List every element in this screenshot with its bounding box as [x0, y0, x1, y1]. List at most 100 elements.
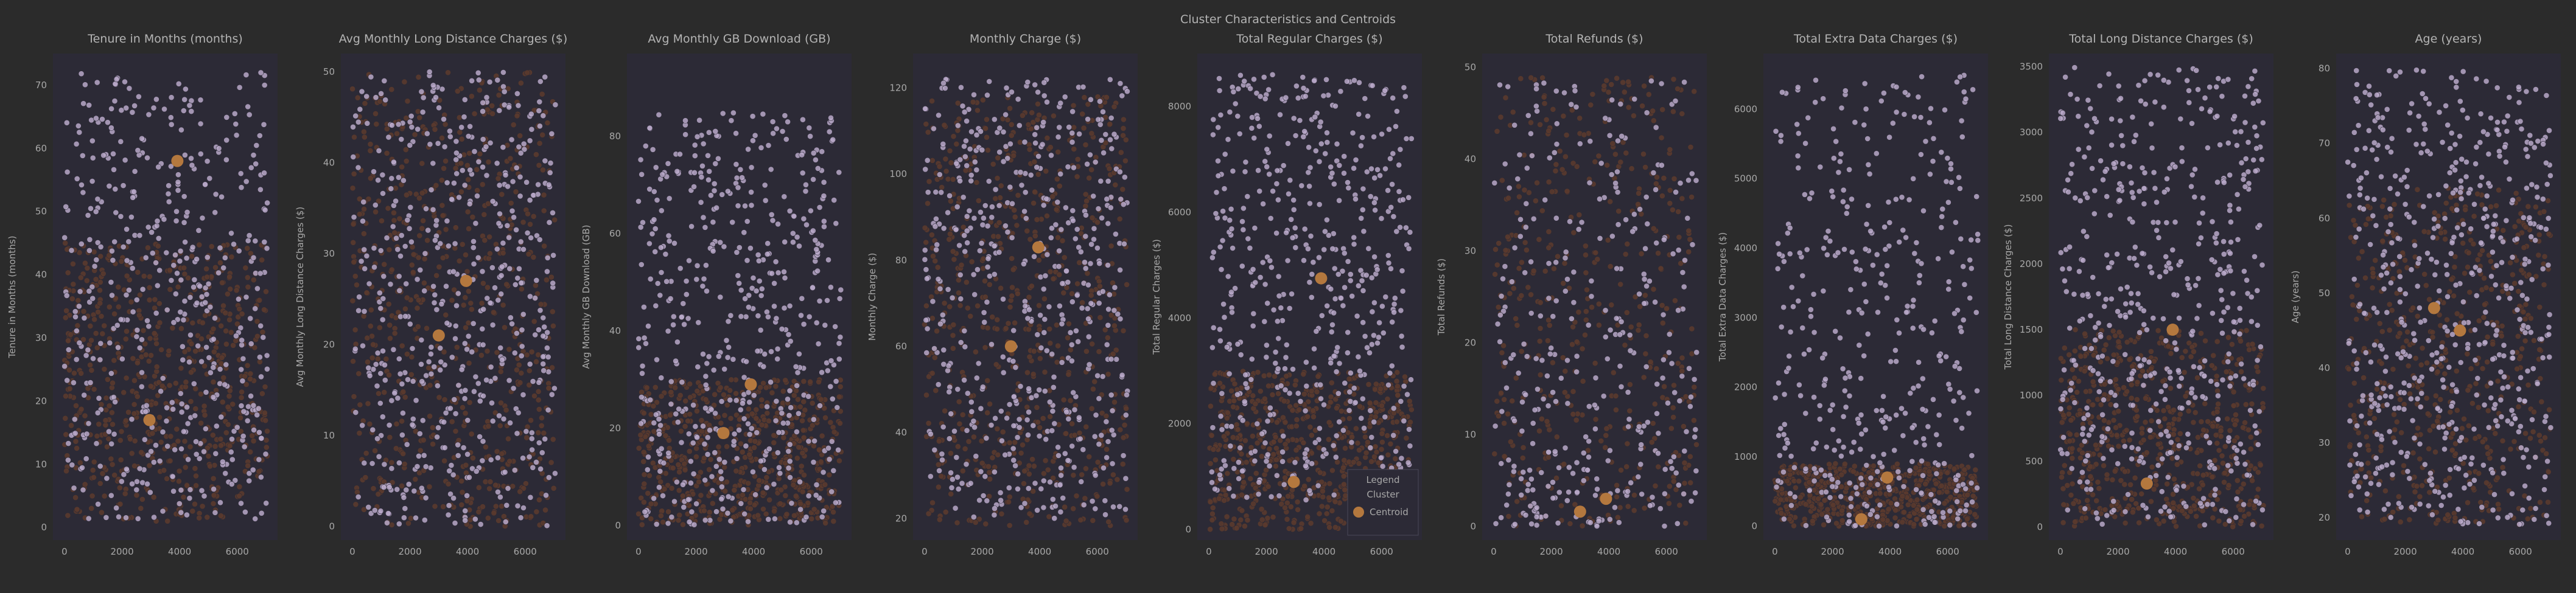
data-point-cluster-a	[460, 445, 467, 451]
data-point-cluster-a	[109, 292, 115, 299]
data-point-cluster-a	[1110, 504, 1116, 510]
data-point-cluster-b	[1326, 480, 1333, 487]
data-point-cluster-a	[219, 193, 225, 200]
data-point-cluster-b	[91, 459, 97, 465]
data-point-cluster-b	[477, 151, 483, 157]
data-point-cluster-b	[89, 493, 96, 499]
data-point-cluster-b	[91, 316, 97, 323]
data-point-cluster-b	[1307, 520, 1314, 527]
data-point-cluster-a	[1080, 502, 1087, 508]
data-point-cluster-b	[135, 269, 141, 276]
data-point-cluster-a	[480, 393, 486, 399]
data-point-cluster-b	[526, 367, 533, 374]
data-point-cluster-a	[153, 442, 159, 448]
data-point-cluster-a	[668, 378, 674, 385]
data-point-cluster-b	[484, 348, 491, 355]
data-point-cluster-b	[134, 394, 141, 400]
data-point-cluster-b	[62, 240, 69, 246]
data-point-cluster-a	[946, 435, 953, 442]
data-point-cluster-a	[243, 294, 250, 300]
data-point-cluster-b	[363, 450, 369, 457]
data-point-cluster-a	[1025, 485, 1032, 491]
data-point-cluster-a	[217, 380, 223, 387]
data-point-cluster-a	[964, 390, 971, 397]
data-point-cluster-b	[1084, 270, 1091, 277]
data-point-cluster-b	[1273, 445, 1279, 451]
data-point-cluster-b	[386, 372, 392, 378]
data-point-cluster-b	[1054, 176, 1060, 182]
data-point-cluster-a	[721, 366, 728, 372]
data-point-cluster-b	[169, 325, 176, 331]
data-point-cluster-a	[833, 220, 839, 227]
data-point-cluster-a	[191, 284, 197, 290]
y-tick-label: 60	[35, 143, 47, 154]
data-point-cluster-a	[736, 427, 742, 433]
data-point-cluster-a	[494, 160, 500, 167]
data-point-cluster-a	[922, 247, 928, 254]
data-point-cluster-b	[1035, 101, 1041, 107]
data-point-cluster-a	[372, 202, 379, 209]
data-point-cluster-a	[89, 295, 96, 302]
data-point-cluster-b	[244, 362, 251, 369]
data-point-cluster-b	[363, 290, 370, 296]
data-point-cluster-b	[979, 460, 985, 466]
data-point-cluster-b	[140, 327, 147, 334]
data-point-cluster-a	[252, 305, 259, 312]
data-point-cluster-a	[1087, 151, 1093, 158]
data-point-cluster-a	[699, 162, 705, 169]
data-point-cluster-a	[1101, 465, 1107, 471]
data-point-cluster-a	[1094, 372, 1101, 379]
data-point-cluster-a	[663, 278, 670, 285]
data-point-cluster-b	[175, 438, 181, 445]
data-point-cluster-a	[1044, 251, 1051, 258]
data-point-cluster-b	[1074, 173, 1080, 180]
data-point-cluster-a	[647, 276, 654, 282]
data-point-cluster-a	[156, 267, 163, 274]
data-point-cluster-a	[128, 416, 135, 423]
data-point-cluster-a	[1065, 164, 1071, 170]
data-point-cluster-b	[182, 464, 189, 471]
data-point-cluster-a	[480, 99, 486, 106]
centroid-marker	[717, 427, 730, 439]
data-point-cluster-a	[212, 191, 219, 198]
data-point-cluster-a	[971, 291, 978, 298]
data-point-cluster-a	[702, 405, 709, 411]
data-point-cluster-b	[1222, 492, 1229, 498]
data-point-cluster-a	[768, 379, 774, 386]
data-point-cluster-b	[1031, 348, 1037, 355]
data-point-cluster-a	[125, 287, 132, 293]
data-point-cluster-a	[254, 285, 261, 292]
data-point-cluster-b	[193, 482, 199, 489]
data-point-cluster-a	[164, 404, 170, 411]
data-point-cluster-a	[922, 256, 928, 263]
data-point-cluster-b	[133, 492, 140, 499]
data-point-cluster-b	[108, 409, 115, 416]
data-point-cluster-b	[181, 271, 188, 277]
data-point-cluster-a	[542, 158, 548, 164]
data-point-cluster-a	[111, 98, 118, 104]
data-point-cluster-a	[699, 283, 706, 290]
data-point-cluster-a	[217, 244, 223, 251]
data-point-cluster-a	[1069, 108, 1076, 115]
data-point-cluster-a	[94, 409, 101, 416]
data-point-cluster-a	[748, 164, 755, 171]
data-point-cluster-b	[923, 239, 929, 246]
data-point-cluster-a	[665, 520, 671, 527]
data-point-cluster-a	[523, 179, 530, 186]
data-point-cluster-a	[938, 189, 945, 196]
data-point-cluster-a	[391, 159, 397, 165]
data-point-cluster-a	[1093, 412, 1099, 418]
data-point-cluster-b	[657, 479, 664, 485]
data-point-cluster-b	[201, 403, 208, 409]
data-point-cluster-a	[78, 241, 85, 247]
data-point-cluster-a	[453, 138, 460, 145]
data-point-cluster-a	[638, 262, 645, 268]
data-point-cluster-b	[766, 497, 772, 503]
data-point-cluster-b	[1041, 470, 1047, 477]
data-point-cluster-a	[654, 280, 661, 286]
data-point-cluster-b	[1111, 322, 1118, 329]
data-point-cluster-b	[1024, 227, 1031, 234]
data-point-cluster-a	[1040, 119, 1047, 125]
data-point-cluster-b	[958, 262, 965, 268]
data-point-cluster-b	[1323, 510, 1330, 517]
